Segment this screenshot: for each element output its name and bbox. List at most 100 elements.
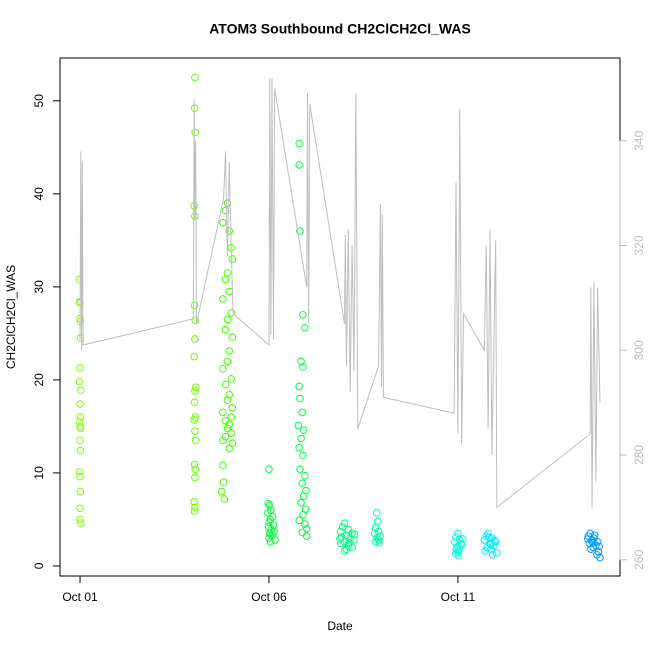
point [220, 495, 229, 503]
point [228, 255, 237, 263]
point [221, 325, 230, 334]
point [190, 460, 199, 469]
point [191, 335, 199, 343]
point [190, 301, 199, 310]
x-tick-label: Oct 11 [441, 590, 476, 604]
point [373, 517, 382, 526]
point [190, 497, 198, 506]
y2-tick-label: 300 [632, 340, 646, 360]
point [336, 527, 345, 536]
point [372, 509, 381, 517]
point [219, 478, 228, 487]
point [75, 468, 84, 476]
point [265, 465, 273, 473]
point [296, 394, 304, 403]
point [346, 534, 355, 542]
point [596, 553, 604, 562]
point [76, 363, 84, 372]
line [79, 77, 601, 509]
point [223, 269, 232, 277]
y2-tick-label: 280 [632, 445, 646, 465]
point [225, 287, 234, 296]
point [299, 492, 308, 500]
point [76, 436, 84, 445]
point [191, 436, 200, 445]
point [457, 539, 465, 548]
point [454, 551, 463, 560]
point [298, 479, 307, 487]
point [265, 529, 274, 538]
point [595, 542, 604, 551]
point [227, 309, 235, 317]
point [493, 549, 501, 557]
point [76, 446, 85, 455]
y-tick-label: 20 [32, 373, 46, 387]
point [452, 545, 461, 554]
point [299, 363, 307, 371]
point [297, 498, 305, 507]
point [225, 444, 234, 453]
point [299, 510, 307, 519]
point [227, 375, 235, 383]
point [76, 386, 85, 394]
point [190, 398, 199, 407]
point [340, 519, 349, 527]
y2-tick-label: 340 [632, 130, 646, 150]
point [299, 451, 307, 460]
point [190, 507, 199, 515]
point [270, 527, 279, 536]
point [294, 421, 303, 430]
point [264, 499, 273, 508]
point [227, 429, 235, 437]
point [295, 444, 303, 452]
point [228, 333, 237, 341]
point [225, 347, 234, 355]
point [191, 128, 200, 137]
point [191, 387, 199, 395]
point [301, 323, 309, 332]
point [302, 524, 311, 533]
point [219, 364, 227, 373]
y-axis-label: CH2ClCH2Cl_WAS [4, 265, 18, 369]
point [221, 206, 230, 215]
point [225, 227, 234, 235]
point [297, 357, 305, 366]
point [191, 503, 199, 512]
point [191, 473, 199, 482]
point [219, 408, 227, 417]
point [295, 516, 303, 525]
point [76, 487, 85, 496]
plot-box [59, 57, 621, 577]
point [219, 218, 227, 227]
point [190, 416, 198, 424]
point [76, 515, 84, 524]
point [299, 310, 307, 319]
x-tick-label: Oct 06 [251, 590, 287, 604]
chart-title: ATOM3 Southbound CH2ClCH2Cl_WAS [209, 21, 471, 37]
point [486, 540, 495, 549]
point [336, 539, 345, 548]
point [584, 535, 592, 543]
point [76, 519, 85, 527]
point [191, 465, 200, 473]
point [345, 538, 353, 547]
point [488, 550, 497, 559]
point [225, 420, 234, 429]
point [485, 533, 493, 541]
point [191, 427, 199, 435]
point [297, 434, 305, 443]
point [219, 461, 227, 470]
point [264, 509, 272, 517]
y-tick-label: 10 [32, 466, 46, 480]
y-tick-label: 30 [32, 280, 46, 294]
point [481, 547, 489, 555]
point [227, 413, 235, 421]
point [76, 413, 85, 421]
point [225, 390, 234, 399]
y2-tick-label: 320 [632, 235, 646, 255]
point [76, 424, 85, 433]
point [221, 380, 230, 389]
point [265, 501, 274, 510]
x-axis-label: Date [327, 619, 353, 633]
